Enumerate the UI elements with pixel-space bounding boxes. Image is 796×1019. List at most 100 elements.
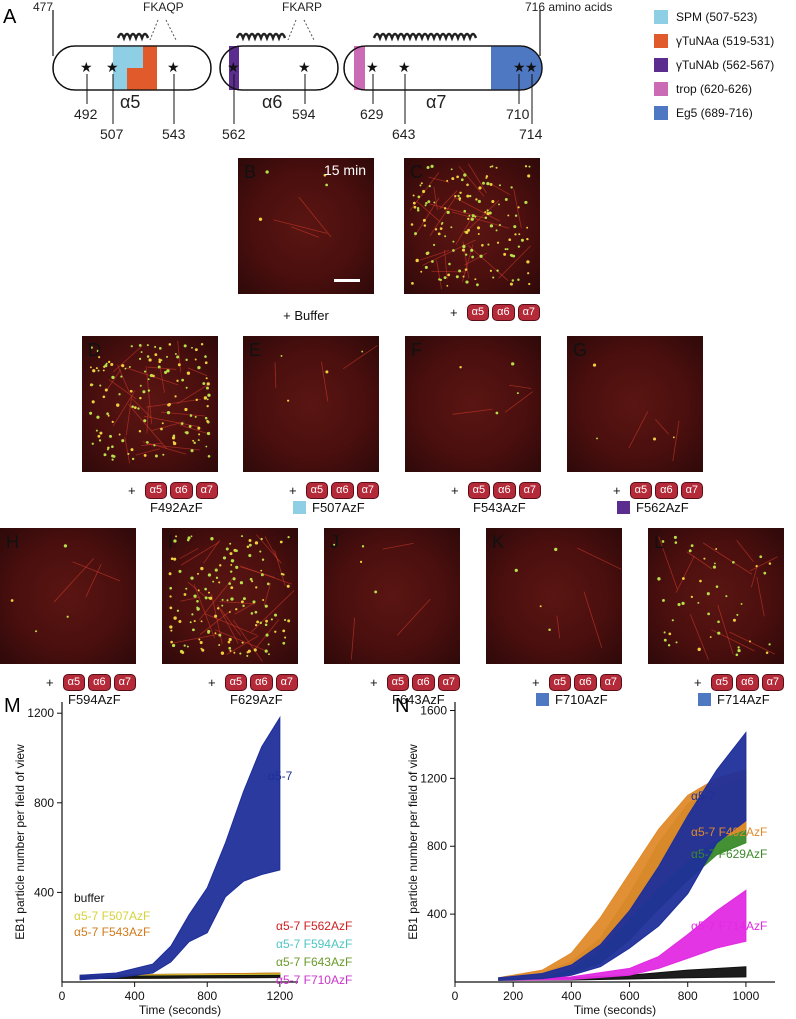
series-label: α5-7 F629AzF <box>691 847 767 861</box>
y-tick-label: 1200 <box>420 771 447 785</box>
scale-bar <box>334 279 360 282</box>
legend-item-gtunaa: γTuNAa (519-531) <box>654 34 774 48</box>
panel-letter-a: A <box>3 6 17 28</box>
x-tick-label: 600 <box>620 989 640 1003</box>
helix-pill: α6 <box>88 674 111 691</box>
legend-item-gtunab: γTuNAb (562-567) <box>654 58 774 72</box>
helix-pill: α6 <box>170 482 193 499</box>
helix-pill: α7 <box>356 482 380 499</box>
series-label: α5-7 F594AzF <box>276 937 352 951</box>
position-714: 714 <box>519 126 543 142</box>
helix-pill: α5 <box>466 304 490 321</box>
helix-pill: α6 <box>574 674 597 691</box>
panel-letter-m: M <box>4 695 21 717</box>
x-tick-label: 400 <box>125 989 145 1003</box>
x-tick-label: 400 <box>561 989 581 1003</box>
end-position-label: 716 amino acids <box>525 0 613 14</box>
panel-letter: B <box>244 162 257 182</box>
helix-pill: α5 <box>629 482 653 499</box>
micrograph-c: C <box>404 158 540 294</box>
y-tick-label: 400 <box>427 907 447 921</box>
micrograph-f: F <box>405 336 541 472</box>
x-tick-label: 0 <box>59 989 66 1003</box>
helix-pill: α6 <box>655 482 678 499</box>
mutant-caption: F543AzF <box>473 500 526 515</box>
legend-swatch <box>654 106 668 120</box>
plus-sign: + <box>46 675 54 690</box>
helix-pill: α7 <box>517 304 541 321</box>
micrograph-k: K <box>486 528 622 664</box>
legend-swatch <box>654 34 668 48</box>
y-axis-label: EB1 particle number per field of view <box>406 744 420 940</box>
helix-pill: α7 <box>761 674 785 691</box>
legend-label: γTuNAb (562-567) <box>676 58 775 72</box>
micrograph-l: L <box>648 528 784 664</box>
mutant-caption: F492AzF <box>150 500 203 515</box>
helix-pill: α7 <box>275 674 299 691</box>
micrograph-g: G <box>567 336 703 472</box>
legend-label: Eg5 (689-716) <box>676 106 753 120</box>
construct-label: + α5 α6 α7 <box>46 674 137 691</box>
mutant-caption: F710AzF <box>536 692 656 707</box>
series-label: α5-7 <box>691 789 716 803</box>
helix-pill: α5 <box>144 482 168 499</box>
construct-label: + α5 α6 α7 <box>370 674 461 691</box>
plus-sign: + <box>289 483 297 498</box>
mutant-caption: F643AzF <box>392 692 445 707</box>
svg-text:★: ★ <box>525 59 538 75</box>
legend-label: γTuNAa (519-531) <box>676 34 775 48</box>
helix-pill: α5 <box>710 674 734 691</box>
position-507: 507 <box>100 126 124 142</box>
construct-label: + α5 α6 α7 <box>532 674 623 691</box>
construct-label: + α5 α6 α7 <box>289 482 380 499</box>
series-label: α5-7 F714AzF <box>691 919 767 933</box>
svg-text:★: ★ <box>366 59 379 75</box>
helix-label-a7: α7 <box>426 92 447 112</box>
micrograph-i: I <box>162 528 298 664</box>
y-tick-label: 1200 <box>27 706 54 720</box>
helix-pill: α6 <box>412 674 435 691</box>
legend-item-spm: SPM (507-523) <box>654 10 757 24</box>
panel-letter: C <box>410 162 423 182</box>
micrograph-d: D <box>82 336 218 472</box>
mutant-caption: F714AzF <box>698 692 796 707</box>
y-axis-label: EB1 particle number per field of view <box>13 744 27 940</box>
panel-letter-n: N <box>395 695 410 717</box>
helix-label-a6: α6 <box>262 92 283 112</box>
x-axis-label: Time (seconds) <box>139 1003 221 1017</box>
svg-text:★: ★ <box>106 59 119 75</box>
series-label: α5-7 F492AzF <box>691 825 767 839</box>
domain-swatch <box>293 501 306 514</box>
panel-letter: L <box>654 532 665 552</box>
series-band <box>498 889 747 981</box>
helix-pill: α7 <box>680 482 704 499</box>
domain-diagram: ★ ★ ★ ★ ★ ★ ★ ★ ★ <box>52 10 543 124</box>
helix-pill: α5 <box>548 674 572 691</box>
construct-label: + α5 α6 α7 <box>450 304 541 321</box>
panel-letter: F <box>411 340 422 360</box>
helix-pill: α5 <box>386 674 410 691</box>
helix-pill: α5 <box>305 482 329 499</box>
construct-label: + α5 α6 α7 <box>613 482 704 499</box>
position-629: 629 <box>360 106 384 122</box>
micrograph-texture <box>168 534 295 662</box>
legend-item-eg5: Eg5 (689-716) <box>654 106 753 120</box>
helix-pill: α7 <box>113 674 137 691</box>
plus-sign: + <box>532 675 540 690</box>
x-tick-label: 1000 <box>733 989 760 1003</box>
helix-pill: α5 <box>467 482 491 499</box>
chart-m: 0 400 800 1200 400 800 1200 Time (seconds) EB1 p… <box>13 702 352 1017</box>
svg-text:★: ★ <box>167 59 180 75</box>
series-band <box>498 731 747 981</box>
y-tick-label: 800 <box>34 796 54 810</box>
start-position-label: 477 <box>33 0 54 14</box>
plus-sign: + <box>694 675 702 690</box>
series-label: α5-7 F562AzF <box>276 919 352 933</box>
construct-label: + α5 α6 α7 <box>128 482 219 499</box>
micrograph-texture <box>409 163 531 290</box>
micrograph-j: J <box>324 528 460 664</box>
position-710: 710 <box>506 106 530 122</box>
series-label: α5-7 F710AzF <box>276 973 352 987</box>
svg-text:★: ★ <box>227 59 240 75</box>
legend-swatch <box>654 58 668 72</box>
